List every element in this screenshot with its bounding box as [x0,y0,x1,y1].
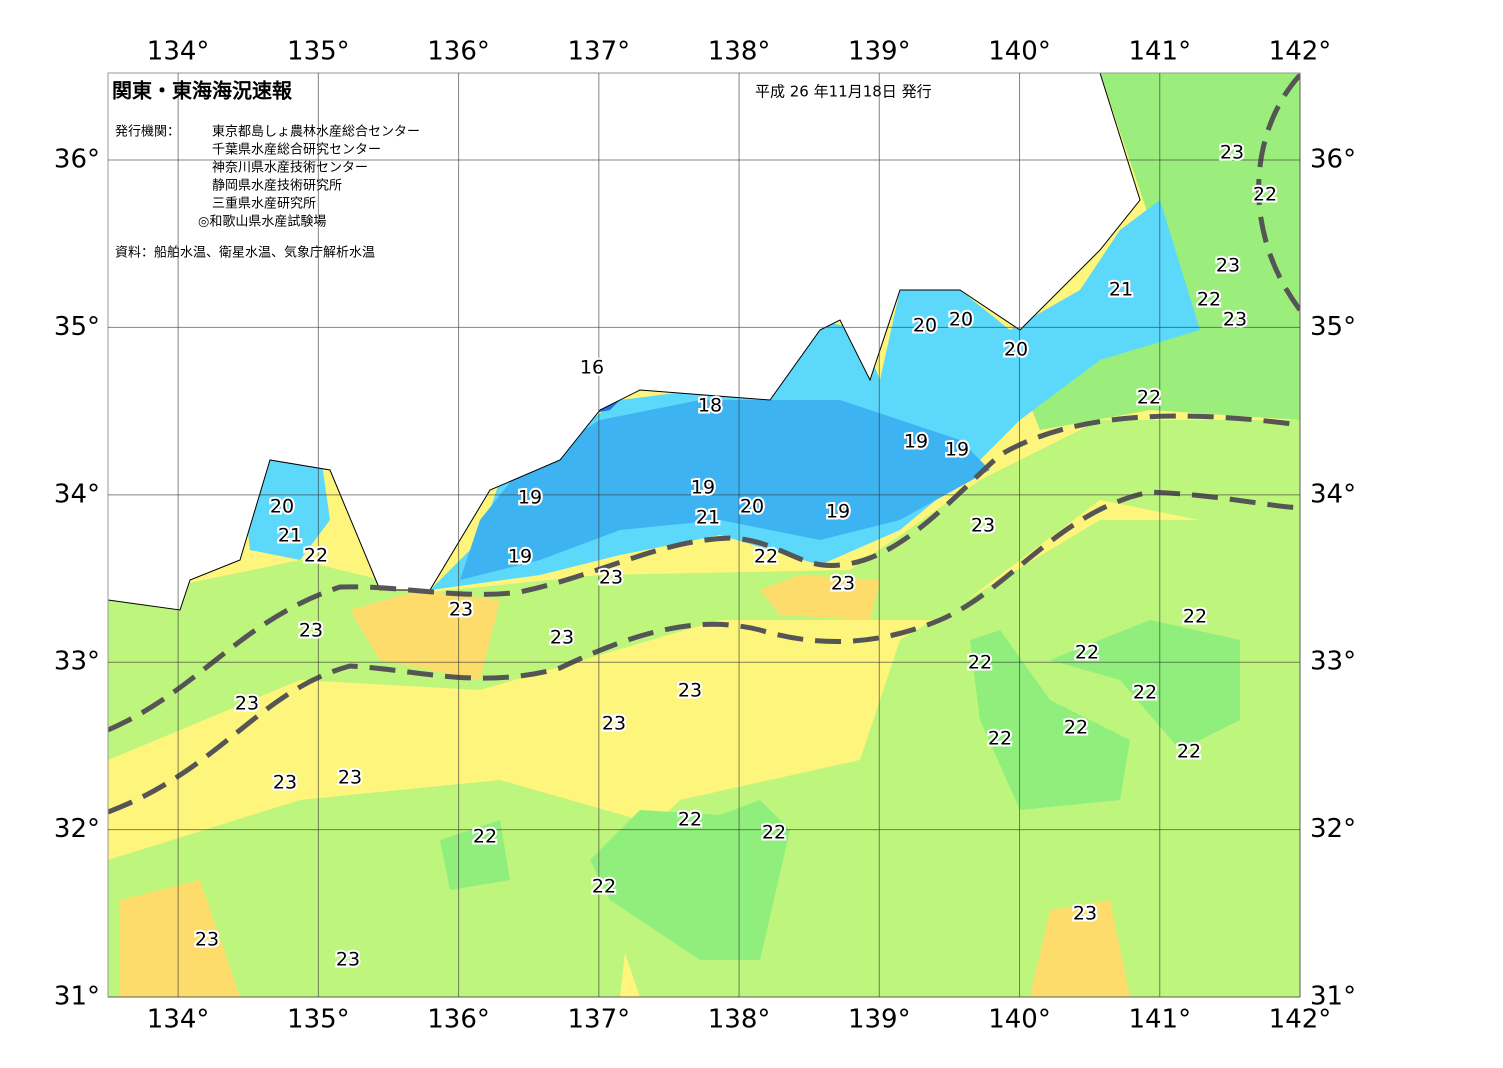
x-tick-label: 141° [1128,1005,1191,1035]
x-tick-label: 142° [1269,1005,1332,1035]
x-tick-label: 142° [1269,37,1332,67]
x-tick-label: 136° [427,37,490,67]
contour-label: 19 [826,501,850,523]
contour-label: 22 [1177,741,1201,763]
contour-label: 23 [971,515,995,537]
source: 資料：船舶水温、衛星水温、気象庁解析水温 [115,245,375,261]
x-tick-label: 137° [568,37,631,67]
contour-label: 22 [1197,289,1221,311]
contour-label: 23 [299,620,323,642]
zone-22 [108,780,640,997]
zone-22-cool [440,620,1240,960]
x-tick-label: 141° [1128,37,1191,67]
contour-label: 23 [195,929,219,951]
contour-label: 20 [1004,339,1028,361]
x-tick-label: 134° [147,37,210,67]
contour-label: 20 [913,315,937,337]
contour-label: 23 [831,573,855,595]
contour-label: 21 [1109,279,1133,301]
issue-date: 平成 26 年11月18日 発行 [755,83,932,101]
zone-22 [108,420,1300,760]
map-area [108,73,1300,997]
contour-label: 23 [1073,903,1097,925]
publisher: ◎和歌山県水産試験場 [198,214,326,230]
x-tick-label: 135° [287,37,350,67]
contour-label: 22 [473,826,497,848]
contour-label: 23 [338,767,362,789]
y-tick-label: 35° [1310,312,1356,342]
contour-label: 22 [1064,717,1088,739]
y-tick-label: 33° [54,647,100,677]
contour-label: 19 [508,546,532,568]
publisher: 静岡県水産技術研究所 [212,178,342,194]
contour-label: 22 [1075,642,1099,664]
y-tick-label: 31° [1310,982,1356,1012]
publisher-label: 発行機関： [115,125,180,140]
contour-label: 22 [1137,387,1161,409]
publisher: 千葉県水産総合研究センター [212,142,381,158]
contour-label: 23 [1220,142,1244,164]
x-tick-label: 140° [988,37,1051,67]
contour-label: 23 [602,713,626,735]
x-tick-label: 138° [708,37,771,67]
contour-label: 19 [945,439,969,461]
contour-label: 22 [988,728,1012,750]
contour-label: 23 [678,680,702,702]
contour-label: 22 [968,652,992,674]
contour-label: 19 [904,431,928,453]
x-tick-label: 140° [988,1005,1051,1035]
publisher: 神奈川県水産技術センター [212,160,368,176]
contour-label: 23 [1216,255,1240,277]
zone-19 [460,400,990,580]
land [108,73,1141,611]
contour-label: 23 [273,772,297,794]
contour-label: 21 [696,507,720,529]
contour-label: 22 [304,545,328,567]
contour-label: 23 [1223,309,1247,331]
contour-label: 22 [678,809,702,831]
contour-label: 20 [270,496,294,518]
contour-label: 22 [592,876,616,898]
contour-label: 23 [235,693,259,715]
y-tick-label: 36° [54,145,100,175]
x-tick-label: 136° [427,1005,490,1035]
title: 関東・東海海況速報 [112,79,293,103]
contour-label: 23 [599,567,623,589]
y-tick-label: 34° [1310,479,1356,509]
y-tick-label: 32° [1310,814,1356,844]
contour-label: 20 [740,496,764,518]
x-tick-label: 139° [848,1005,911,1035]
contour-label: 22 [1253,184,1277,206]
contour-label: 23 [550,627,574,649]
y-tick-label: 35° [54,312,100,342]
y-tick-label: 34° [54,479,100,509]
contour-label: 23 [449,599,473,621]
publisher: 三重県水産研究所 [212,196,316,212]
contour-label: 20 [949,309,973,331]
contour-label: 19 [518,487,542,509]
contour-label: 22 [754,546,778,568]
y-tick-label: 36° [1310,145,1356,175]
overlay: 東京都島しょ農林水産総合センター千葉県水産総合研究センター神奈川県水産技術センタ… [54,37,1356,1035]
y-tick-label: 33° [1310,647,1356,677]
contour-label: 19 [691,477,715,499]
contour-label: 22 [1183,606,1207,628]
x-tick-label: 134° [147,1005,210,1035]
x-tick-label: 135° [287,1005,350,1035]
x-tick-label: 138° [708,1005,771,1035]
contour-label: 22 [1133,682,1157,704]
contour-label: 23 [336,949,360,971]
contour-label: 18 [698,395,722,417]
contour-label: 21 [278,525,302,547]
publisher: 東京都島しょ農林水産総合センター [212,124,420,140]
contour-label: 22 [762,822,786,844]
zone-23-warm [120,575,1130,997]
y-tick-label: 31° [54,982,100,1012]
x-tick-label: 137° [568,1005,631,1035]
contour-label: 16 [580,357,604,379]
x-tick-label: 139° [848,37,911,67]
y-tick-label: 32° [54,814,100,844]
